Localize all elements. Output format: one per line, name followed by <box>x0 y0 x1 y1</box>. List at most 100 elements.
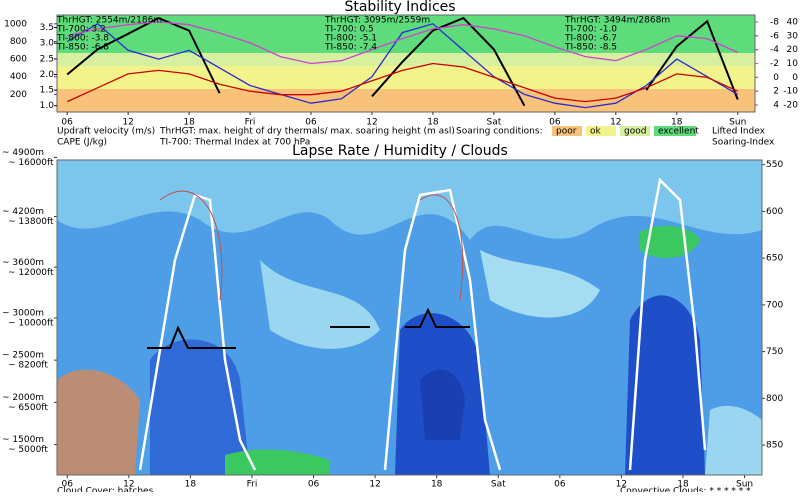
x-tick-label: 06 <box>305 118 317 128</box>
y-tick-label: 30 <box>787 31 799 41</box>
legend-entry: Soaring-Index <box>712 138 775 148</box>
conditions-swatch <box>586 126 616 136</box>
soaring-band <box>57 15 755 53</box>
bands <box>57 15 755 112</box>
y-tick-label: -4 <box>770 45 779 55</box>
y-tick-label: 200 <box>10 90 27 100</box>
x-tick-label: Sat <box>487 118 502 128</box>
top-series <box>66 16 739 109</box>
y-tick-label: -6 <box>770 31 779 41</box>
series-line <box>66 16 739 107</box>
x-tick-label: 06 <box>61 118 73 128</box>
x-tick-label: 12 <box>616 480 627 490</box>
conditions-label: poor <box>556 127 577 137</box>
annotation: TI-700: 3.2 <box>56 25 106 35</box>
y-tick-label-ft: ~ 5000ft <box>8 445 48 455</box>
x-tick-label: 18 <box>677 480 689 490</box>
y-tick-label: 2.0 <box>40 70 55 80</box>
conditions-label: excellent <box>658 127 699 137</box>
note: TI-700: Thermal Index at 700 hPa <box>159 138 310 148</box>
y-tick-label: 1.0 <box>40 101 55 111</box>
annotation: TI-800: -5.1 <box>324 34 377 44</box>
x-tick-label: 18 <box>185 480 197 490</box>
conditions-label: ok <box>590 127 602 137</box>
x-tick-label: Fri <box>245 118 256 128</box>
y-tick-label-ft: ~ 16000ft <box>8 158 54 168</box>
y-tick-label: 1.5 <box>40 86 54 96</box>
conditions-label: good <box>624 127 646 137</box>
y2-tick-label: 750 <box>766 347 783 357</box>
y-tick-label-ft: ~ 10000ft <box>8 318 54 328</box>
y-tick-label: 40 <box>787 17 799 27</box>
top-title: Stability Indices <box>344 0 455 15</box>
y-tick-label-ft: ~ 12000ft <box>8 268 54 278</box>
y-tick-label: ~ 3000m <box>2 308 44 318</box>
footer: Cloud Cover: hatches <box>57 487 154 493</box>
y-tick-label: -2 <box>770 59 779 69</box>
conditions-title: Soaring conditions: <box>456 127 543 137</box>
bottom-frame <box>56 159 763 476</box>
y-tick-label: 10 <box>787 59 799 69</box>
x-tick-label: 18 <box>183 118 195 128</box>
x-tick-label: 06 <box>554 480 566 490</box>
field <box>57 160 762 475</box>
conditions-swatch <box>654 126 696 136</box>
conditions-swatch <box>552 126 582 136</box>
x-tick-label: 18 <box>431 480 443 490</box>
y-tick-label: -8 <box>770 17 779 27</box>
series-line <box>66 62 738 103</box>
y-tick-label: ~ 4900m <box>2 148 44 158</box>
annotation: TI-700: -1.0 <box>564 25 617 35</box>
annotation: TI-800: -6.7 <box>564 34 617 44</box>
x-tick-label: 18 <box>671 118 683 128</box>
y-tick-label: 4 <box>773 101 779 111</box>
y2-tick-label: 650 <box>766 254 783 264</box>
y2-tick-label: 600 <box>766 207 783 217</box>
x-tick-label: Fri <box>247 480 258 490</box>
y2-tick-label: 850 <box>766 441 783 451</box>
y-tick-label: ~ 3600m <box>2 258 44 268</box>
y2-tick-label: 550 <box>766 160 783 170</box>
annotation: TI-700: 0.5 <box>324 25 374 35</box>
annotation: TI-850: -7.4 <box>324 43 377 53</box>
y-tick-label: 600 <box>10 55 27 65</box>
x-tick-label: 18 <box>427 118 439 128</box>
y-tick-label: 800 <box>10 37 27 47</box>
annotation: TI-850: -8.5 <box>564 43 617 53</box>
x-tick-label: 12 <box>122 118 133 128</box>
annotation: ThrHGT: 2554m/2186m <box>56 16 162 26</box>
soaring-band <box>57 89 755 112</box>
y-tick-label: -10 <box>783 87 798 97</box>
x-tick-label: 12 <box>366 118 377 128</box>
x-tick-label: 06 <box>549 118 561 128</box>
y-tick-label: ~ 4200m <box>2 207 44 217</box>
y2-tick-label: 700 <box>766 300 783 310</box>
y-tick-label-ft: ~ 8200ft <box>8 361 48 371</box>
legend-entry: Lifted Index <box>712 127 766 137</box>
y-tick-label: 400 <box>10 72 27 82</box>
y-tick-label: 2.5 <box>40 54 54 64</box>
y-tick-label: 0 <box>773 73 779 83</box>
y-tick-label: 3.0 <box>40 39 55 49</box>
annotation: ThrHGT: 3494m/2868m <box>564 16 670 26</box>
y-tick-label: 1000 <box>4 19 27 29</box>
annotation: TI-800: -3.8 <box>56 34 109 44</box>
bottom-axes: ~ 4900m~ 16000ft~ 4200m~ 13800ft~ 3600m~… <box>2 148 783 496</box>
annotation: ThrHGT: 3095m/2559m <box>324 16 430 26</box>
legend-entry: Updraft velocity (m/s) <box>57 127 155 137</box>
annotation: TI-850: -6.8 <box>56 43 109 53</box>
y-tick-label: 2 <box>773 87 779 97</box>
y-tick-label: ~ 2000m <box>2 393 44 403</box>
y-tick-label: 20 <box>787 45 799 55</box>
x-tick-label: 12 <box>369 480 380 490</box>
y2-tick-label: 800 <box>766 394 783 404</box>
bottom-title: Lapse Rate / Humidity / Clouds <box>292 143 508 159</box>
series-line <box>66 23 739 109</box>
x-tick-label: Sun <box>729 118 746 128</box>
footer: Convective Clouds: * * * * * * <box>620 487 751 493</box>
note: ThrHGT: max. height of dry thermals/ max… <box>159 127 455 137</box>
series-line <box>67 21 738 65</box>
y-tick-label: -20 <box>783 101 798 111</box>
